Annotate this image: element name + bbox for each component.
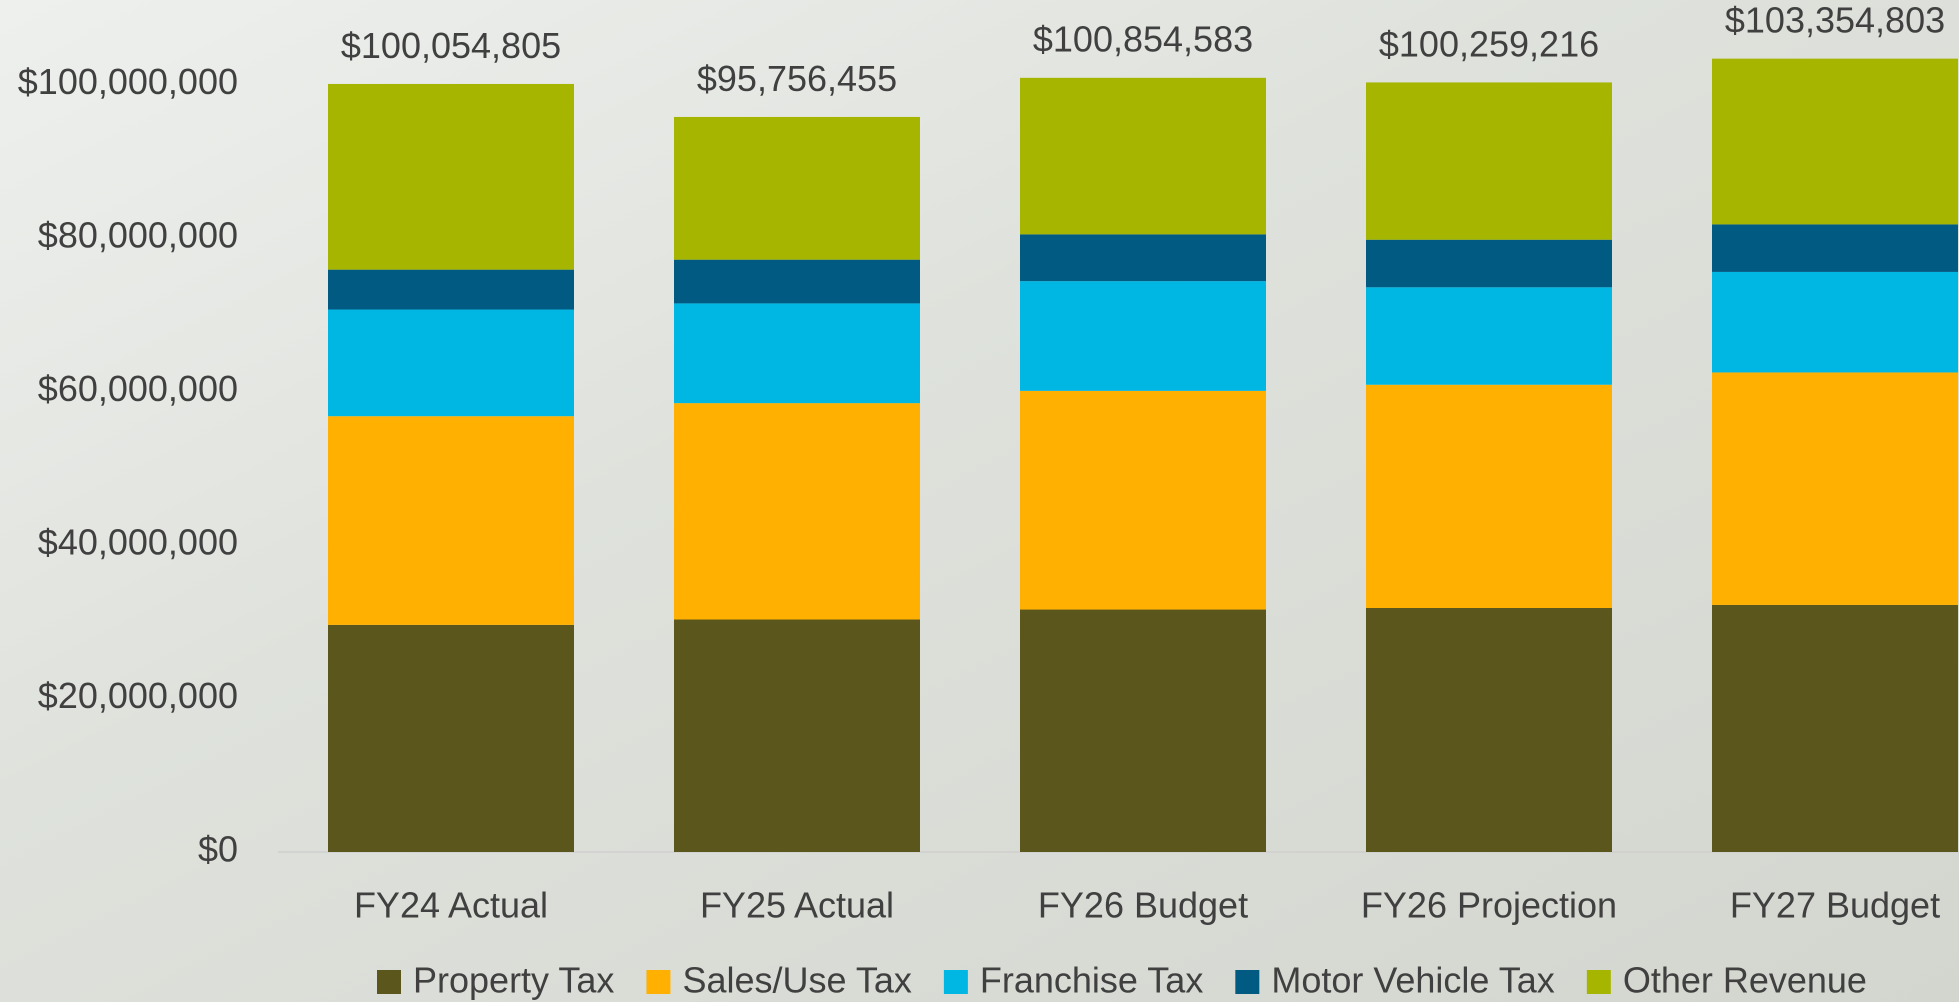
- legend-swatch: [1586, 970, 1611, 994]
- bar-segment: [1712, 372, 1958, 605]
- legend-label: Other Revenue: [1623, 960, 1867, 1001]
- bar-segment: [674, 116, 920, 260]
- legend-label: Franchise Tax: [980, 960, 1203, 1001]
- total-label: $100,054,805: [341, 25, 561, 66]
- legend-label: Motor Vehicle Tax: [1271, 960, 1554, 1001]
- bar-segment: [1366, 384, 1612, 609]
- bar-segment: [328, 83, 574, 270]
- bar-segment: [674, 259, 920, 304]
- x-tick-label: FY24 Actual: [354, 885, 548, 926]
- legend-label: Sales/Use Tax: [682, 960, 911, 1001]
- x-tick-label: FY27 Budget: [1730, 885, 1940, 926]
- legend-swatch: [377, 970, 401, 994]
- bar-segment: [328, 269, 574, 310]
- total-label: $100,259,216: [1379, 23, 1599, 64]
- bar-segment: [1366, 239, 1612, 288]
- total-label: $100,854,583: [1033, 19, 1253, 60]
- bar-segment: [1712, 224, 1958, 272]
- x-tick-label: FY26 Budget: [1038, 885, 1248, 926]
- bar-segment: [1020, 609, 1266, 852]
- y-tick-label: $80,000,000: [38, 215, 238, 256]
- bar-segment: [1020, 234, 1266, 282]
- bar-segment: [1020, 77, 1266, 235]
- bar-segment: [1020, 390, 1266, 610]
- bar-segment: [1712, 58, 1958, 225]
- bar-segment: [328, 624, 574, 852]
- x-tick-label: FY25 Actual: [700, 885, 894, 926]
- bar-segment: [674, 303, 920, 404]
- bar-segment: [1712, 271, 1958, 373]
- y-tick-label: $100,000,000: [18, 61, 238, 102]
- legend-swatch: [646, 970, 671, 994]
- bar-segment: [1366, 608, 1612, 852]
- legend-swatch: [943, 970, 968, 994]
- total-label: $103,354,803: [1725, 0, 1945, 41]
- y-tick-label: $40,000,000: [38, 522, 238, 563]
- bar-segment: [1366, 287, 1612, 385]
- bar-segment: [1712, 604, 1958, 852]
- bar-segment: [328, 416, 574, 625]
- bar-segment: [674, 403, 920, 620]
- x-tick-label: FY26 Projection: [1361, 885, 1617, 926]
- bar-segment: [328, 309, 574, 417]
- legend-label: Property Tax: [413, 960, 614, 1001]
- total-label: $95,756,455: [697, 58, 897, 99]
- bar-segment: [1366, 82, 1612, 240]
- bar-segment: [1020, 281, 1266, 391]
- legend-swatch: [1235, 970, 1260, 994]
- bar-segment: [674, 619, 920, 852]
- y-tick-label: $0: [198, 829, 238, 870]
- y-tick-label: $20,000,000: [38, 675, 238, 716]
- y-tick-label: $60,000,000: [38, 368, 238, 409]
